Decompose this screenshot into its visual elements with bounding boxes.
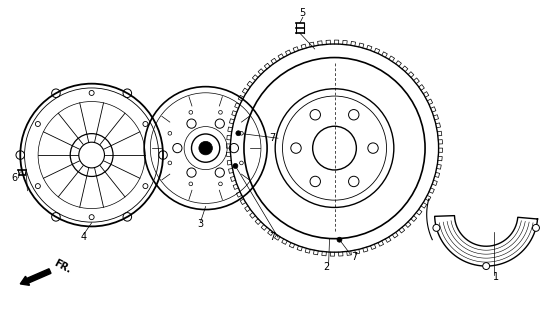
Text: 3: 3: [198, 220, 204, 229]
Text: 5: 5: [300, 8, 306, 18]
Circle shape: [143, 122, 148, 126]
Text: FR.: FR.: [52, 259, 72, 276]
Circle shape: [236, 131, 241, 136]
Circle shape: [168, 161, 172, 165]
Circle shape: [143, 184, 148, 188]
Circle shape: [291, 143, 301, 153]
Circle shape: [349, 109, 359, 120]
Circle shape: [532, 224, 539, 231]
Text: 7: 7: [351, 252, 358, 262]
FancyArrow shape: [20, 269, 51, 285]
Circle shape: [89, 215, 94, 220]
Text: 6: 6: [11, 173, 17, 183]
Text: 7: 7: [269, 133, 275, 143]
Circle shape: [189, 182, 193, 186]
Circle shape: [337, 237, 342, 242]
Circle shape: [35, 184, 40, 188]
Text: 2: 2: [324, 262, 330, 272]
Circle shape: [189, 110, 193, 114]
Circle shape: [233, 164, 238, 168]
Text: 1: 1: [493, 272, 499, 282]
Circle shape: [310, 109, 320, 120]
Circle shape: [89, 91, 94, 95]
Circle shape: [218, 110, 222, 114]
Circle shape: [349, 176, 359, 187]
Circle shape: [368, 143, 378, 153]
Circle shape: [218, 182, 222, 186]
Circle shape: [35, 122, 40, 126]
Circle shape: [240, 161, 243, 165]
Text: 4: 4: [81, 232, 87, 242]
Circle shape: [310, 176, 320, 187]
Circle shape: [483, 263, 490, 269]
Text: 7: 7: [269, 232, 275, 242]
Circle shape: [199, 141, 212, 155]
Circle shape: [240, 132, 243, 135]
Circle shape: [168, 132, 172, 135]
Circle shape: [433, 224, 440, 231]
